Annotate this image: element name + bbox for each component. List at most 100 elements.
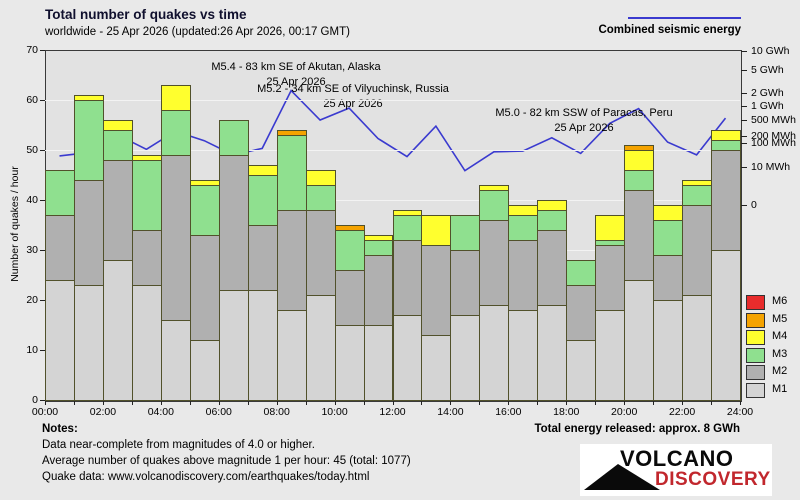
x-tick-3 [131,401,133,405]
logo-text-discovery: DISCOVERY [655,469,771,490]
bar-17-M2 [537,230,568,306]
y-tick-0 [40,400,45,401]
bar-23-M4 [711,130,741,141]
bar-11-M1 [363,325,394,401]
energy-tick-500-MWh [741,120,747,121]
x-tick-16 [508,401,510,405]
y-tick-label-0: 0 [32,394,38,406]
bar-4-M2 [160,155,191,321]
y-tick-60 [40,100,45,101]
bar-9-M2 [305,210,336,296]
bar-12-M4 [392,210,423,216]
bar-15-M3 [479,190,510,221]
x-tick-label-10:00: 10:00 [321,406,348,418]
note-line-3: Quake data: www.volcanodiscovery.com/ear… [42,471,370,483]
x-tick-17 [537,401,539,405]
gridline-60 [45,100,740,101]
legend-item-M6: M6 [745,294,800,312]
bar-5-M4 [189,180,220,186]
x-tick-label-24:00: 24:00 [726,406,754,418]
x-tick-5 [189,401,191,405]
bar-20-M4 [624,150,655,171]
legend-label-M5: M5 [772,312,788,325]
x-tick-2 [102,401,104,405]
legend-swatch-M3 [746,347,765,363]
annotation-akutan-title: M5.4 - 83 km SE of Akutan, Alaska [211,61,381,73]
y-tick-label-70: 70 [26,44,38,56]
y-tick-40 [40,200,45,201]
bar-11-M2 [363,255,394,326]
legend-label-M6: M6 [772,295,788,307]
bar-4-M1 [160,320,191,401]
x-tick-label-06:00: 06:00 [205,406,232,418]
bar-15-M1 [479,305,510,401]
y-tick-70 [40,50,45,51]
bar-21-M2 [653,255,684,301]
bar-4-M4 [160,85,191,111]
page-subtitle: worldwide - 25 Apr 2026 (updated:26 Apr … [45,26,350,38]
legend-item-M2: M2 [745,364,800,382]
energy-tick-10-GWh [741,51,747,53]
legend-item-M4: M4 [745,329,800,347]
bar-19-M1 [595,310,626,401]
bar-4-M3 [160,110,191,156]
bar-13-M1 [421,335,452,401]
bar-1-M1 [73,285,104,401]
bar-7-M3 [247,175,278,226]
energy-tick-label-1-GWh: 1 GWh [751,100,784,112]
energy-tick-200-MWh [741,135,747,137]
bar-23-M1 [711,250,741,401]
bar-1-M4 [73,95,104,101]
logo-text-volcano: VOLCANO [620,446,734,471]
bar-23-M3 [711,140,741,151]
x-tick-7 [247,401,249,405]
bar-6-M1 [218,290,249,401]
bar-9-M4 [305,170,336,186]
page-title: Total number of quakes vs time [45,7,247,22]
bar-10-M1 [334,325,365,401]
bar-14-M1 [450,315,481,401]
x-tick-10 [334,401,336,405]
legend-label-M3: M3 [772,347,788,360]
bar-8-M5 [276,130,307,136]
x-tick-23 [711,401,713,405]
annotation-vilyuchinsk-title: M5.2 - 34 km SE of Vilyuchinsk, Russia [257,83,449,95]
annotation-akutan-date: 25 Apr 2026 [266,75,326,88]
x-tick-label-00:00: 00:00 [31,406,59,418]
bar-20-M1 [624,280,655,401]
x-tick-19 [595,401,597,405]
bar-19-M4 [595,215,626,241]
energy-tick-label-10-MWh: 10 MWh [751,160,791,173]
energy-tick-label-100-MWh: 100 MWh [751,137,796,150]
x-tick-8 [276,401,278,405]
bar-7-M4 [247,165,278,176]
bar-18-M1 [566,340,597,401]
legend-label-M2: M2 [772,365,788,377]
annotation-paracas-title: M5.0 - 82 km SSW of Paracas, Peru [495,107,673,119]
x-tick-0 [45,401,46,405]
bar-2-M1 [102,260,133,401]
annotation-vilyuchinsk: M5.2 - 34 km SE of Vilyuchinsk, Russia 2… [257,82,449,112]
bar-13-M2 [421,245,452,336]
x-tick-15 [479,401,481,405]
bar-9-M1 [305,295,336,401]
bar-0-M2 [45,215,75,281]
energy-tick-100-MWh [741,143,747,145]
energy-tick-0 [741,205,747,207]
bar-17-M1 [537,305,568,401]
y-tick-label-30: 30 [26,244,38,256]
x-tick-9 [305,401,307,405]
bar-21-M3 [653,220,684,256]
bar-17-M3 [537,210,568,231]
bar-11-M3 [363,240,394,256]
notes-heading: Notes: [42,423,78,435]
annotation-paracas-date: 25 Apr 2026 [554,121,614,134]
bar-15-M4 [479,185,510,191]
bar-3-M3 [131,160,162,231]
x-tick-24 [740,401,741,405]
bar-23-M2 [711,150,741,251]
legend-label-M1: M1 [772,382,788,395]
bar-12-M3 [392,215,423,241]
bar-19-M2 [595,245,626,311]
bar-21-M4 [653,205,684,221]
